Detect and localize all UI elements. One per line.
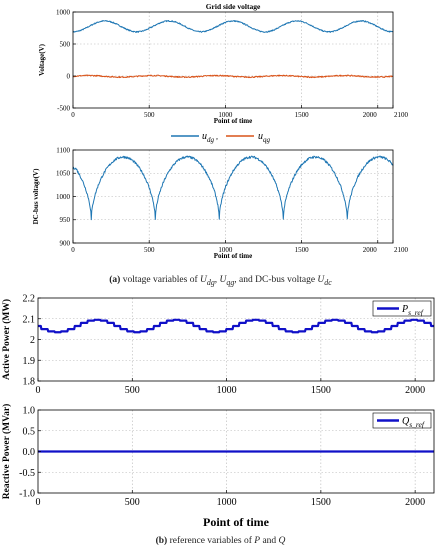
- series-line-u_dg: [72, 19, 394, 33]
- x-tick-label: 2000: [405, 497, 425, 508]
- x-tick-label: 1500: [295, 111, 310, 119]
- y-tick-label: 1100: [56, 146, 70, 154]
- x-axis-label: Point of time: [214, 117, 253, 125]
- x-axis-label: Point of time: [214, 252, 253, 260]
- x-tick-label: 2000: [363, 246, 378, 254]
- legend-label-uqg: uqg: [258, 131, 271, 144]
- x-tick-label: 2000: [405, 385, 425, 396]
- y-axis-label: Active Power (MW): [1, 299, 12, 380]
- x-tick-label: 0: [36, 385, 41, 396]
- y-tick-label: -0.5: [19, 468, 35, 479]
- y-tick-label: 1000: [56, 8, 71, 16]
- y-tick-label: -500: [57, 104, 70, 112]
- y-tick-label: -1.0: [19, 489, 35, 500]
- x-tick-label: 1000: [217, 385, 237, 396]
- y-tick-label: 2.2: [23, 294, 36, 305]
- y-axis-label: Voltage(V): [38, 43, 46, 76]
- y-axis-label: DC-bus voltage(V): [32, 168, 40, 224]
- x-tick-label: 1000: [218, 246, 233, 254]
- chart-reactive-power: 0 500 1000 1500 2000 -1.0 -0.5 0.0 0.5 1.0 Point o…: [1, 404, 435, 529]
- y-tick-label: 0.5: [23, 426, 36, 437]
- series-line-dc-bus: [72, 155, 394, 221]
- caption-b: (b) reference variables of P and Q: [155, 536, 286, 546]
- y-tick-label: 2: [30, 335, 35, 346]
- series-line-u_qg: [72, 74, 394, 79]
- legend-box: [372, 412, 432, 429]
- y-tick-label: 0.0: [23, 447, 36, 458]
- legend-box: [372, 300, 432, 317]
- x-tick-label: 1500: [311, 385, 331, 396]
- plot-area: [73, 150, 393, 243]
- x-tick-label: 2100: [394, 111, 409, 119]
- x-tick-label: 1500: [295, 246, 310, 254]
- y-tick-label: 900: [60, 239, 71, 247]
- y-tick-label: 1050: [56, 170, 71, 178]
- y-tick-label: 950: [60, 216, 71, 224]
- x-axis-label: Point of time: [203, 515, 270, 529]
- x-tick-label: 1000: [218, 111, 233, 119]
- x-tick-label: 500: [125, 385, 140, 396]
- caption-a: (a) voltage variables of Udg, Uqg, and D…: [109, 275, 332, 287]
- x-tick-label: 1000: [217, 497, 237, 508]
- y-tick-label: 1000: [56, 193, 71, 201]
- caption-a-label: (a): [109, 275, 121, 285]
- y-tick-label: 1.0: [23, 406, 36, 417]
- x-tick-label: 2100: [394, 246, 409, 254]
- x-tick-label: 1500: [311, 497, 331, 508]
- plot-frame: [72, 11, 394, 109]
- x-tick-label: 0: [71, 246, 75, 254]
- y-tick-label: 0: [67, 72, 71, 80]
- x-tick-label: 500: [144, 111, 155, 119]
- x-tick-label: 0: [36, 497, 41, 508]
- y-tick-label: 1.9: [23, 356, 36, 367]
- legend-label: Qs_ref: [402, 416, 425, 429]
- x-tick-label: 0: [71, 111, 75, 119]
- plot-area: [73, 12, 393, 108]
- chart-title: Grid side voltage: [206, 2, 261, 11]
- y-tick-label: 500: [60, 40, 71, 48]
- caption-b-label: (b): [155, 536, 168, 546]
- x-tick-label: 2000: [363, 111, 378, 119]
- y-tick-label: 2.1: [23, 314, 36, 325]
- legend-label-udg: udg ,: [202, 131, 218, 144]
- chart-dc-bus-voltage: 0 500 1000 1500 2000 2100 900 950 1000 1050 1100 Po…: [32, 146, 409, 260]
- legend-label: Ps_ref: [401, 304, 424, 317]
- y-tick-label: 1.8: [23, 377, 36, 388]
- series-line-P: [37, 318, 435, 334]
- y-axis-label: Reactive Power (MVar): [1, 404, 12, 500]
- x-tick-label: 500: [144, 246, 155, 254]
- x-tick-label: 500: [125, 497, 140, 508]
- chart-active-power: 0 500 1000 1500 2000 1.8 1.9 2 2.1 2.2 Active Powe…: [1, 294, 435, 396]
